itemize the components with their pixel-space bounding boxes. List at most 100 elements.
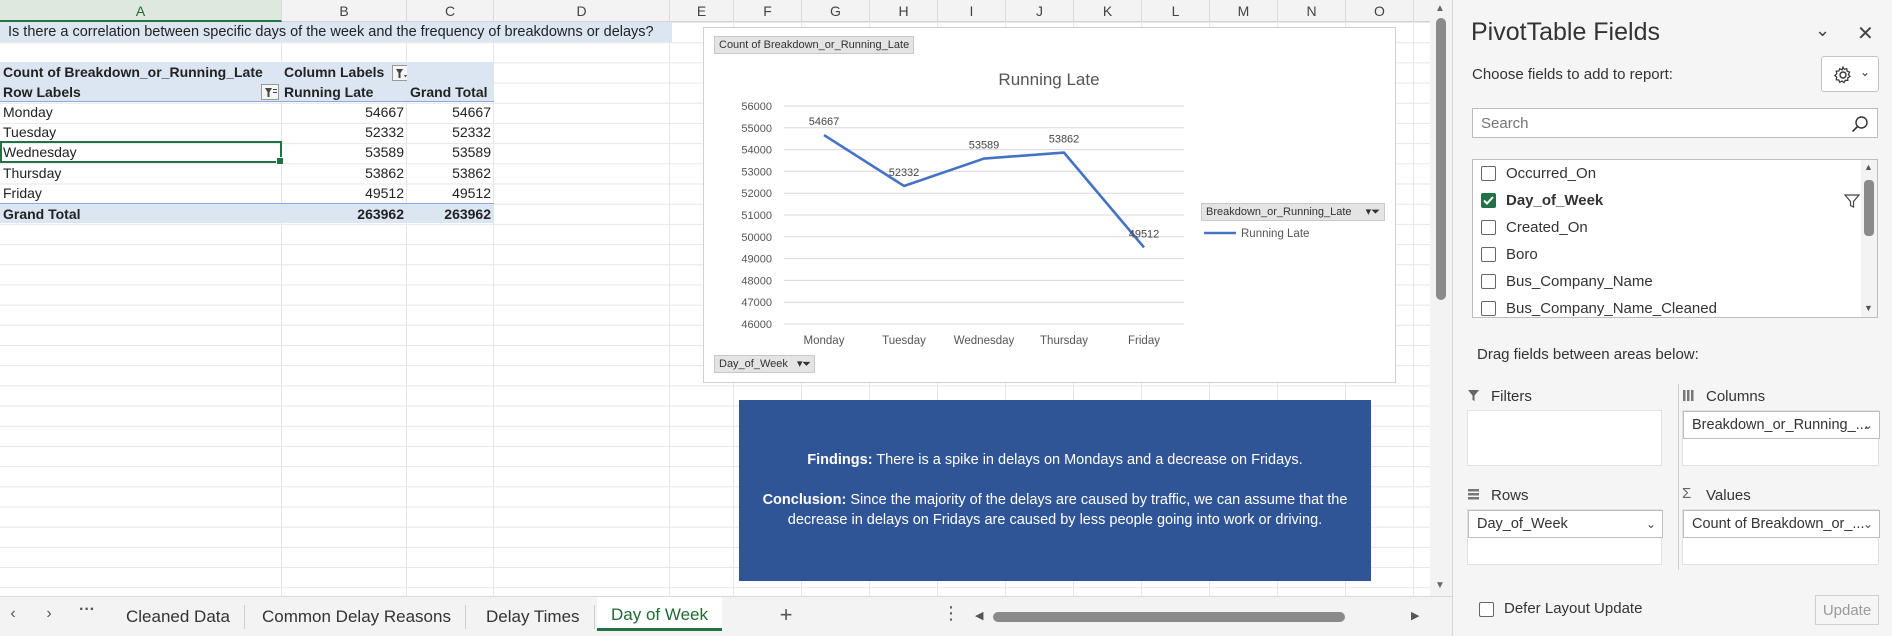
rows-drop-zone[interactable]: Day_of_Week ⌄ — [1467, 509, 1663, 565]
field-filter-icon[interactable] — [1843, 193, 1861, 216]
pivot-value-field[interactable]: Count of Breakdown_or_Running_Late — [0, 62, 281, 82]
update-button[interactable]: Update — [1815, 595, 1879, 625]
values-drop-zone[interactable]: Count of Breakdown_or_... ⌄ — [1682, 509, 1880, 565]
field-scroll-up-icon[interactable]: ▲ — [1864, 162, 1873, 172]
columns-field-chip[interactable]: Breakdown_or_Running_... ⌄ — [1683, 411, 1880, 439]
field-list[interactable]: Occurred_On Day_of_Week Created_On Boro Bus_… — [1472, 159, 1878, 318]
values-field-chip[interactable]: Count of Breakdown_or_... ⌄ — [1683, 510, 1880, 538]
column-header[interactable]: O — [1346, 0, 1414, 22]
vertical-scroll-thumb[interactable] — [1436, 18, 1446, 300]
pivot-row-label[interactable]: Tuesday — [3, 124, 57, 141]
column-header[interactable]: G — [802, 0, 870, 22]
field-list-scrollbar[interactable]: ▲ ▼ — [1861, 160, 1877, 317]
pivot-col-grand-total[interactable]: Grand Total — [407, 82, 494, 102]
tab-cleaned-data[interactable]: Cleaned Data — [112, 605, 245, 629]
scroll-left-icon[interactable]: ◀ — [975, 610, 984, 622]
chart-value-field-button[interactable]: Count of Breakdown_or_Running_Late — [714, 36, 915, 54]
horizontal-scroll-thumb[interactable] — [993, 612, 1345, 622]
field-scroll-down-icon[interactable]: ▼ — [1864, 303, 1873, 313]
field-item[interactable]: Bus_Company_Name_Cleaned — [1481, 298, 1861, 317]
field-item[interactable]: Occurred_On — [1481, 163, 1861, 185]
column-header[interactable]: H — [870, 0, 938, 22]
column-header[interactable]: C — [407, 0, 494, 22]
pivot-row-label[interactable]: Monday — [3, 104, 53, 120]
field-checkbox[interactable] — [1481, 301, 1496, 316]
column-header[interactable]: J — [1006, 0, 1074, 22]
filters-drop-zone[interactable] — [1467, 410, 1662, 466]
pivot-value-cell[interactable]: 49512 — [452, 184, 491, 201]
pivot-total-label[interactable]: Grand Total — [0, 203, 281, 223]
column-header[interactable]: A — [0, 0, 282, 22]
column-header[interactable]: F — [734, 0, 802, 22]
chevron-down-icon[interactable]: ⌄ — [1862, 418, 1873, 432]
pivot-row-label[interactable]: Thursday — [3, 164, 62, 181]
field-list-scroll-thumb[interactable] — [1864, 180, 1874, 236]
pivot-value-cell[interactable]: 52332 — [365, 124, 404, 141]
field-item[interactable]: Created_On — [1481, 217, 1861, 239]
column-labels-filter-icon[interactable] — [392, 65, 407, 82]
pivot-chart[interactable]: Running Late 56000 55000 54000 53000 52000 510… — [703, 27, 1396, 383]
tab-options-icon[interactable]: ⋮ — [942, 603, 960, 623]
next-sheet-icon[interactable]: › — [46, 605, 52, 622]
rows-field-chip[interactable]: Day_of_Week ⌄ — [1468, 510, 1663, 538]
field-checkbox[interactable] — [1481, 247, 1496, 262]
field-search-input[interactable] — [1481, 110, 1841, 136]
pivot-value-cell[interactable]: 54667 — [452, 104, 491, 120]
column-header[interactable]: K — [1074, 0, 1142, 22]
chevron-down-icon[interactable]: ⌄ — [1862, 517, 1873, 531]
search-icon[interactable] — [1851, 115, 1869, 133]
legend-filter-icon[interactable]: ▾⏷ — [1365, 206, 1380, 218]
horizontal-scrollbar[interactable]: ◀ ▶ — [975, 608, 1425, 626]
chevron-down-icon[interactable]: ⌄ — [1815, 20, 1831, 40]
column-header[interactable]: E — [670, 0, 734, 22]
scroll-up-icon[interactable]: ▲ — [1435, 3, 1445, 14]
pivot-value-cell[interactable]: 54667 — [365, 104, 404, 120]
field-item[interactable]: Bus_Company_Name — [1481, 271, 1861, 293]
pivot-value-cell[interactable]: 53862 — [452, 164, 491, 181]
field-search-box[interactable] — [1472, 108, 1878, 138]
column-header[interactable]: D — [494, 0, 670, 22]
column-header[interactable]: B — [282, 0, 407, 22]
column-header[interactable]: I — [938, 0, 1006, 22]
defer-layout-checkbox[interactable] — [1479, 602, 1494, 617]
column-header[interactable]: L — [1142, 0, 1210, 22]
chart-axis-field-button[interactable]: Day_of_Week ▾⏷ — [714, 355, 816, 373]
vertical-scrollbar[interactable]: ▲ ▼ — [1430, 0, 1452, 596]
pivot-value-cell[interactable]: 53862 — [365, 164, 404, 181]
pivot-col-running-late[interactable]: Running Late — [281, 82, 407, 102]
pivot-value-cell[interactable]: 49512 — [365, 184, 404, 201]
tools-button[interactable]: ⌄ — [1821, 56, 1879, 92]
tab-delay-times[interactable]: Delay Times — [472, 605, 595, 629]
question-cell[interactable]: Is there a correlation between specific … — [0, 22, 672, 42]
areas-divider[interactable] — [1678, 384, 1679, 570]
pivot-total-running-late[interactable]: 263962 — [281, 203, 407, 223]
findings-textbox[interactable]: Findings: There is a spike in delays on … — [739, 400, 1371, 581]
pivot-value-cell[interactable]: 53589 — [365, 144, 404, 161]
tab-day-of-week[interactable]: Day of Week — [597, 597, 723, 631]
chart-legend-field-button[interactable]: Breakdown_or_Running_Late ▾⏷ — [1201, 203, 1385, 221]
scroll-right-icon[interactable]: ▶ — [1411, 610, 1420, 622]
field-item[interactable]: Day_of_Week — [1481, 190, 1861, 212]
pivot-column-labels[interactable]: Column Labels — [281, 62, 407, 82]
pivot-total-grand-total[interactable]: 263962 — [407, 203, 494, 223]
prev-sheet-icon[interactable]: ‹ — [10, 605, 16, 622]
field-item[interactable]: Boro — [1481, 244, 1861, 266]
pivot-row-label[interactable]: Friday — [3, 184, 42, 201]
column-header[interactable]: M — [1210, 0, 1278, 22]
scroll-down-icon[interactable]: ▼ — [1435, 580, 1445, 591]
row-labels-filter-icon[interactable] — [261, 84, 279, 100]
pivot-value-cell[interactable]: 53589 — [452, 144, 491, 161]
columns-drop-zone[interactable]: Breakdown_or_Running_... ⌄ — [1682, 410, 1880, 466]
pivot-row-label[interactable]: Wednesday — [3, 144, 77, 161]
field-checkbox[interactable] — [1481, 220, 1496, 235]
close-icon[interactable]: ✕ — [1857, 23, 1874, 45]
column-header[interactable]: N — [1278, 0, 1346, 22]
tab-common-delay-reasons[interactable]: Common Delay Reasons — [248, 605, 466, 629]
chevron-down-icon[interactable]: ⌄ — [1645, 517, 1656, 531]
pivot-row-labels[interactable]: Row Labels — [0, 82, 281, 102]
more-sheets-icon[interactable]: ··· — [79, 601, 95, 618]
field-checkbox[interactable] — [1481, 166, 1496, 181]
axis-filter-icon[interactable]: ▾⏷ — [796, 358, 811, 370]
pivot-value-cell[interactable]: 52332 — [452, 124, 491, 141]
